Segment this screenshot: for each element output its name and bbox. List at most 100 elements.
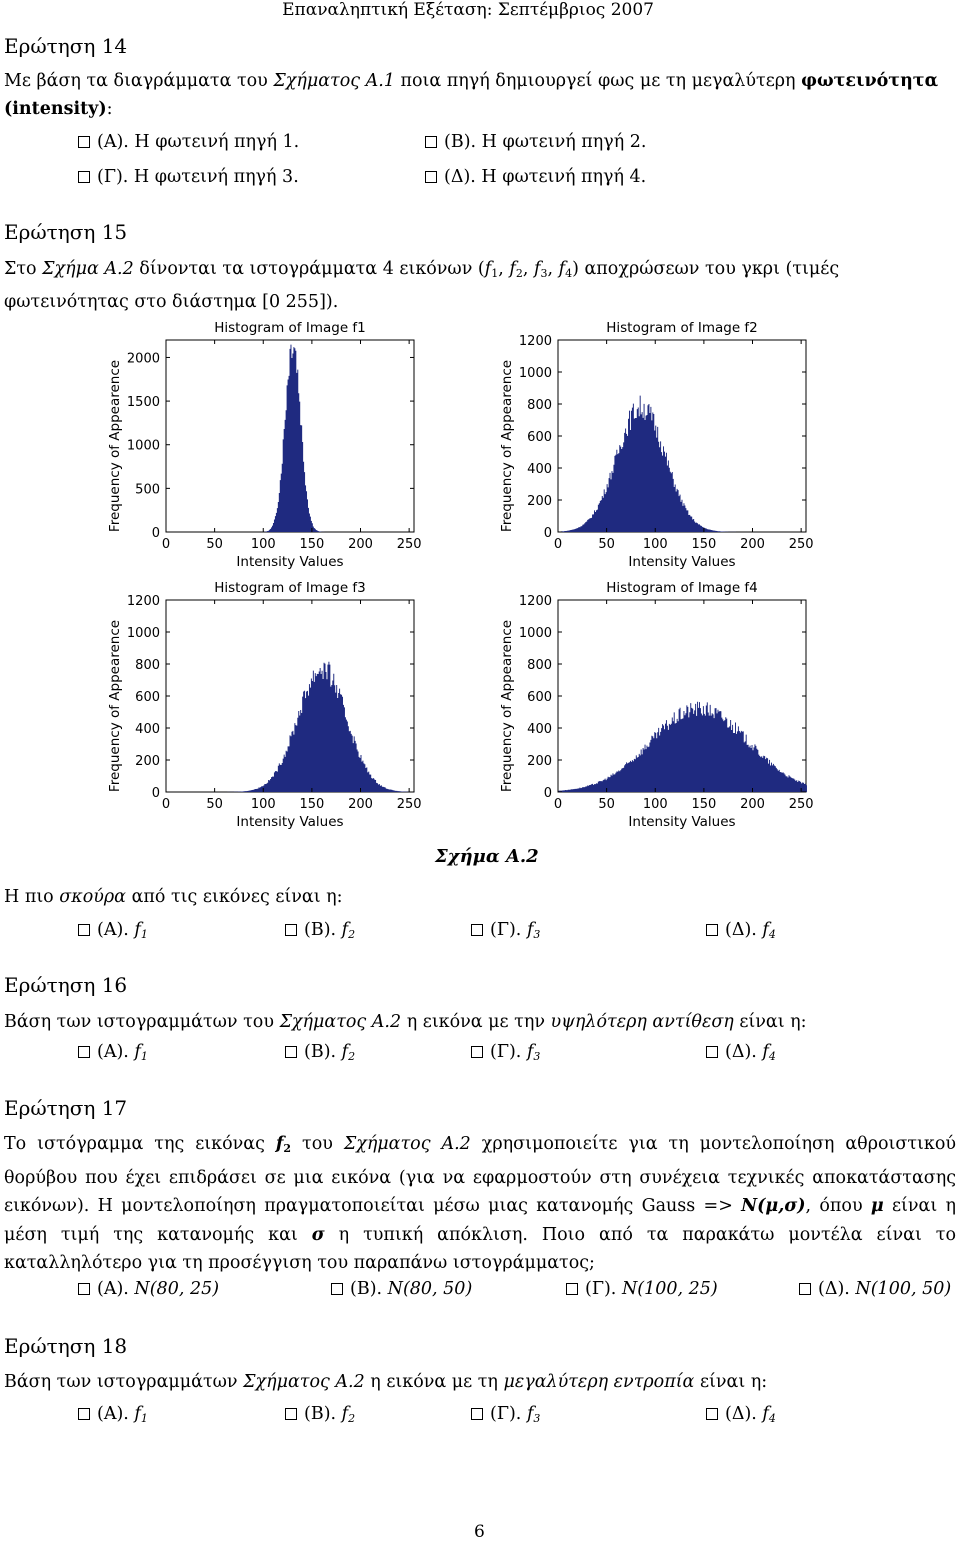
q15-option-c[interactable]: (Γ). f3 <box>471 920 540 941</box>
histogram-bars <box>166 661 415 792</box>
q15-option-b[interactable]: (Β). f2 <box>285 920 355 941</box>
x-axis-label: Intensity Values <box>628 554 735 570</box>
y-tick-label: 1200 <box>519 334 552 349</box>
q17-option-d[interactable]: (Δ). N(100, 50) <box>799 1279 951 1299</box>
q14-option-b[interactable]: (Β). Η φωτεινή πηγή 2. <box>425 132 646 152</box>
x-tick-label: 150 <box>691 797 716 812</box>
checkbox-icon[interactable] <box>799 1283 811 1295</box>
y-tick-label: 600 <box>527 690 552 705</box>
q16-option-a[interactable]: (Α). f1 <box>78 1042 148 1063</box>
y-tick-label: 200 <box>527 754 552 769</box>
checkbox-icon[interactable] <box>331 1283 343 1295</box>
y-axis-label: Frequency of Appearence <box>107 620 123 792</box>
x-tick-label: 250 <box>397 537 422 552</box>
x-tick-label: 150 <box>299 797 324 812</box>
question-18-title: Ερώτηση 18 <box>4 1334 128 1358</box>
y-tick-label: 800 <box>527 398 552 413</box>
chart-title: Histogram of Image f2 <box>606 320 758 336</box>
question-14-text: Με βάση τα διαγράμματα του Σχήματος Α.1 … <box>4 71 939 119</box>
checkbox-icon[interactable] <box>471 1408 483 1420</box>
q17-option-a[interactable]: (Α). N(80, 25) <box>78 1279 219 1299</box>
x-tick-label: 200 <box>348 537 373 552</box>
q18-option-d[interactable]: (Δ). f4 <box>706 1404 776 1425</box>
y-tick-label: 600 <box>527 430 552 445</box>
x-axis-label: Intensity Values <box>236 554 343 570</box>
checkbox-icon[interactable] <box>706 1408 718 1420</box>
checkbox-icon[interactable] <box>78 1283 90 1295</box>
histogram-bars <box>558 395 807 532</box>
y-tick-label: 400 <box>527 722 552 737</box>
checkbox-icon[interactable] <box>285 924 297 936</box>
checkbox-icon[interactable] <box>78 171 90 183</box>
y-tick-label: 800 <box>135 658 160 673</box>
q16-option-b[interactable]: (Β). f2 <box>285 1042 355 1063</box>
question-14-title: Ερώτηση 14 <box>4 34 128 58</box>
y-tick-label: 400 <box>527 462 552 477</box>
chart-title: Histogram of Image f4 <box>606 580 758 596</box>
y-tick-label: 1500 <box>127 395 160 410</box>
y-axis-label: Frequency of Appearence <box>499 620 515 792</box>
y-tick-label: 1000 <box>127 626 160 641</box>
x-tick-label: 50 <box>206 537 223 552</box>
x-tick-label: 250 <box>789 797 814 812</box>
histogram-chart-f1: 0 50 100 150 200 250 0 500 1000 1500 2000 Histogram… <box>107 320 422 570</box>
q17-option-c[interactable]: (Γ). N(100, 25) <box>566 1279 718 1299</box>
x-axis-label: Intensity Values <box>628 814 735 830</box>
question-18-text: Βάση των ιστογραμμάτων Σχήματος Α.2 η ει… <box>4 1372 768 1392</box>
q18-option-b[interactable]: (Β). f2 <box>285 1404 355 1425</box>
y-axis-label: Frequency of Appearence <box>499 360 515 532</box>
q14-option-a[interactable]: (Α). Η φωτεινή πηγή 1. <box>78 132 299 152</box>
checkbox-icon[interactable] <box>78 1408 90 1420</box>
y-tick-label: 1000 <box>519 626 552 641</box>
y-tick-label: 200 <box>135 754 160 769</box>
x-tick-label: 50 <box>206 797 223 812</box>
x-tick-label: 250 <box>397 797 422 812</box>
q14-option-d[interactable]: (Δ). Η φωτεινή πηγή 4. <box>425 167 646 187</box>
figure-caption: Σχήμα Α.2 <box>435 846 539 867</box>
chart-title: Histogram of Image f3 <box>214 580 366 596</box>
question-15-text: Στο Σχήμα Α.2 δίνονται τα ιστογράμματα 4… <box>4 259 840 312</box>
q14-option-c[interactable]: (Γ). Η φωτεινή πηγή 3. <box>78 167 299 187</box>
checkbox-icon[interactable] <box>471 924 483 936</box>
checkbox-icon[interactable] <box>471 1046 483 1058</box>
q16-option-d[interactable]: (Δ). f4 <box>706 1042 776 1063</box>
x-axis-label: Intensity Values <box>236 814 343 830</box>
histogram-chart-f2: 0 50 100 150 200 250 0 200 400 600 800 1000 1200 Hist… <box>499 320 814 570</box>
q17-option-b[interactable]: (Β). N(80, 50) <box>331 1279 472 1299</box>
x-tick-label: 100 <box>643 797 668 812</box>
q15-option-a[interactable]: (Α). f1 <box>78 920 148 941</box>
y-tick-label: 0 <box>152 526 160 541</box>
x-tick-label: 0 <box>554 797 562 812</box>
q18-option-a[interactable]: (Α). f1 <box>78 1404 148 1425</box>
histogram-chart-f3: 0 50 100 150 200 250 0 200 400 600 800 1000 1200 Hist… <box>107 580 422 830</box>
x-tick-label: 100 <box>251 797 276 812</box>
x-tick-label: 50 <box>598 797 615 812</box>
checkbox-icon[interactable] <box>285 1046 297 1058</box>
q16-option-c[interactable]: (Γ). f3 <box>471 1042 540 1063</box>
y-tick-label: 200 <box>527 494 552 509</box>
checkbox-icon[interactable] <box>566 1283 578 1295</box>
checkbox-icon[interactable] <box>706 1046 718 1058</box>
y-tick-label: 0 <box>544 526 552 541</box>
x-tick-label: 150 <box>691 537 716 552</box>
q18-option-c[interactable]: (Γ). f3 <box>471 1404 540 1425</box>
question-15-title: Ερώτηση 15 <box>4 220 128 244</box>
checkbox-icon[interactable] <box>706 924 718 936</box>
q15-option-d[interactable]: (Δ). f4 <box>706 920 776 941</box>
histogram-chart-f4: 0 50 100 150 200 250 0 200 400 600 800 1000 1200 Hist… <box>499 580 814 830</box>
checkbox-icon[interactable] <box>78 1046 90 1058</box>
x-tick-label: 100 <box>251 537 276 552</box>
checkbox-icon[interactable] <box>425 171 437 183</box>
x-tick-label: 0 <box>554 537 562 552</box>
x-tick-label: 0 <box>162 537 170 552</box>
x-tick-label: 150 <box>299 537 324 552</box>
question-15-prompt: Η πιο σκούρα από τις εικόνες είναι η: <box>4 887 343 907</box>
checkbox-icon[interactable] <box>78 136 90 148</box>
question-16-title: Ερώτηση 16 <box>4 973 128 997</box>
checkbox-icon[interactable] <box>78 924 90 936</box>
x-tick-label: 250 <box>789 537 814 552</box>
checkbox-icon[interactable] <box>285 1408 297 1420</box>
question-16-text: Βάση των ιστογραμμάτων του Σχήματος Α.2 … <box>4 1012 807 1032</box>
checkbox-icon[interactable] <box>425 136 437 148</box>
x-tick-label: 0 <box>162 797 170 812</box>
